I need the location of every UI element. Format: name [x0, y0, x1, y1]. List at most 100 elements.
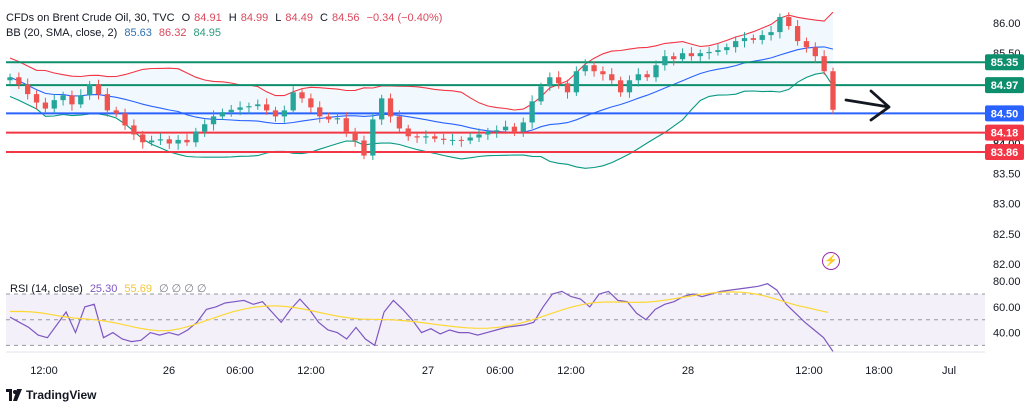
candle [538, 86, 544, 102]
y-tick-label: 83.00 [993, 199, 1021, 211]
candle [564, 83, 571, 93]
candle [449, 139, 456, 141]
price-tag-label: 84.97 [991, 80, 1019, 92]
candle [414, 136, 420, 138]
candle [352, 131, 358, 141]
tradingview-logo[interactable]: TradingView [6, 388, 96, 402]
price-tag-label: 83.86 [991, 147, 1019, 159]
candle [733, 41, 739, 48]
bb-label: BB (20, SMA, close, 2) [6, 27, 118, 39]
price-tag-label: 84.18 [991, 128, 1019, 140]
candle [582, 65, 588, 72]
bb-legend[interactable]: BB (20, SMA, close, 2) 85.63 86.32 84.95 [6, 26, 225, 40]
candle [325, 116, 332, 120]
candle [387, 98, 394, 117]
candle [131, 125, 137, 135]
rsi-extra-values: ∅ ∅ ∅ ∅ [159, 283, 207, 295]
rsi-legend[interactable]: RSI (14, close) 25.30 55.69 ∅ ∅ ∅ ∅ [10, 282, 211, 296]
close-label: C [320, 12, 328, 24]
x-tick-label: 26 [163, 365, 175, 377]
price-pane [6, 11, 985, 169]
candle [255, 104, 261, 107]
candle [768, 32, 774, 36]
bb-basis-value: 85.63 [124, 27, 152, 39]
candle [308, 98, 314, 108]
y-tick-label: 82.00 [993, 259, 1021, 271]
price-tag-label: 84.50 [991, 108, 1019, 120]
y-tick-label: 86.00 [993, 18, 1021, 30]
candle [812, 47, 818, 57]
x-tick-label: 12:00 [795, 365, 823, 377]
candle [803, 41, 810, 48]
rsi-y-tick-label: 40.00 [993, 328, 1021, 340]
candle [396, 116, 403, 129]
low-value: 84.49 [285, 12, 313, 24]
bb-fill [10, 12, 833, 169]
rsi-label: RSI (14, close) [10, 283, 83, 295]
candle [476, 134, 482, 138]
candle [679, 53, 686, 60]
candle [547, 77, 553, 87]
candle [370, 119, 376, 156]
price-tag-84.50 [985, 105, 1024, 122]
x-tick-label: 12:00 [557, 365, 585, 377]
price-tag-83.86 [985, 143, 1024, 160]
candle [573, 71, 580, 93]
candle [86, 84, 93, 96]
candle [626, 80, 633, 93]
change-value: −0.34 (−0.40%) [366, 12, 443, 24]
candle [750, 38, 757, 40]
candle [485, 131, 491, 135]
price-tag-label: 85.35 [991, 57, 1019, 69]
candle [148, 140, 155, 143]
candle [60, 95, 66, 101]
candle [777, 17, 783, 33]
high-label: H [228, 12, 237, 24]
y-tick-label: 83.50 [993, 169, 1021, 181]
candle [219, 112, 226, 117]
candle [246, 106, 252, 108]
x-tick-label: 27 [422, 365, 434, 377]
candle [281, 110, 287, 117]
open-value: 84.91 [194, 12, 222, 24]
candle [759, 35, 765, 40]
candle [379, 98, 385, 120]
x-tick-label: Jul [942, 365, 956, 377]
candle [423, 136, 429, 138]
candle [166, 139, 172, 144]
x-tick-label: 12:00 [30, 365, 58, 377]
candle [786, 17, 792, 27]
tradingview-icon [6, 389, 22, 401]
candle [361, 140, 367, 156]
flash-icon[interactable]: ⚡ [822, 252, 840, 270]
price-tag-85.35 [985, 54, 1024, 71]
candle [609, 74, 615, 81]
rsi-y-tick-label: 60.00 [993, 302, 1021, 314]
candle [228, 109, 234, 113]
candle [821, 56, 827, 72]
candle [458, 139, 464, 141]
candle [113, 110, 119, 114]
y-tick-label: 82.50 [993, 229, 1021, 241]
candle [671, 56, 677, 60]
candle [724, 47, 730, 51]
candle [494, 130, 500, 132]
rsi-ma-line [9, 291, 829, 332]
candle [520, 122, 526, 132]
price-tag-84.97 [985, 77, 1024, 94]
price-labels: 85.35 84.97 84.50 84.18 83.86 [985, 54, 1024, 160]
candle [25, 84, 31, 95]
candle [697, 53, 703, 57]
candle [299, 92, 305, 99]
candle [653, 65, 659, 78]
candle [511, 126, 518, 132]
candle [741, 38, 748, 42]
candle [715, 50, 721, 52]
bb-lower-line [9, 72, 834, 169]
candle [51, 100, 57, 109]
candle [122, 113, 128, 126]
candle [317, 107, 323, 117]
candle [334, 118, 341, 120]
x-tick-label: 18:00 [865, 365, 893, 377]
